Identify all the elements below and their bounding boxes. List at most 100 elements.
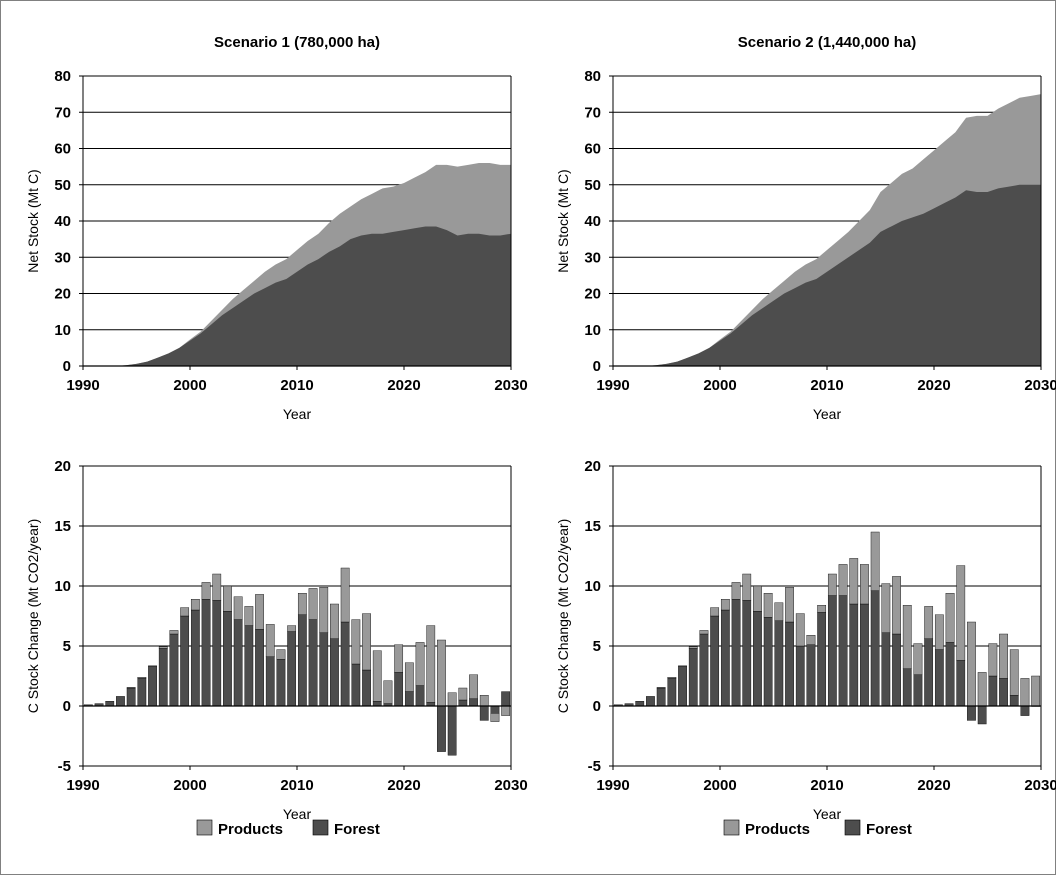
y-tick-label: 40 [54,213,71,230]
x-tick-label: 2020 [917,377,950,394]
bar-forest [1020,705,1030,716]
bar-forest [330,638,339,707]
bar-forest [105,701,115,707]
bar-forest [319,632,329,707]
legend-swatch-products [196,819,213,836]
chart-1: Scenario 1 (780,000 ha)01020304050607080… [25,34,528,422]
bar-forest [244,625,254,707]
bar-products [956,565,966,661]
bar-forest [180,615,190,707]
bar-forest [201,599,211,707]
bar-forest [731,599,741,707]
y-axis-label: Net Stock (Mt C) [25,169,41,272]
bar-forest [490,705,500,714]
bar-products [1009,649,1019,696]
x-tick-label: 2020 [387,777,420,794]
bar-forest [148,666,157,707]
y-tick-label: 0 [593,358,601,375]
y-tick-label: 80 [54,68,71,85]
y-tick-label: 70 [584,104,601,121]
x-tick-label: 1990 [596,377,629,394]
bar-forest [785,621,794,707]
y-tick-label: 30 [54,249,71,266]
legend-right: Products Forest [723,819,912,838]
bar-forest [437,705,446,752]
x-tick-label: 2010 [280,377,313,394]
y-tick-label: 60 [584,141,601,158]
bar-products [731,582,741,600]
bar-products [988,643,998,677]
y-tick-label: 15 [584,518,601,535]
y-tick-label: -5 [588,758,601,775]
bar-forest [340,621,350,707]
bar-products [967,621,976,707]
bar-products [795,613,805,647]
bar-forest [999,678,1008,707]
bar-products [817,605,827,613]
bar-products [394,644,404,673]
legend-swatch-forest [312,819,329,836]
bar-products [827,573,837,596]
x-tick-label: 2010 [810,377,843,394]
bar-products [838,564,848,596]
bar-forest [656,687,666,707]
bar-products [774,602,784,621]
y-tick-label: 5 [63,638,71,655]
bar-products [490,713,500,722]
bar-forest [351,663,361,707]
bar-forest [699,633,709,707]
bar-forest [297,614,307,707]
bar-products [870,531,880,591]
bar-products [742,573,752,601]
bar-products [678,665,687,667]
bar-products [404,662,414,692]
bar-forest [169,633,179,707]
y-tick-label: 50 [584,177,601,194]
y-tick-label: 80 [584,68,601,85]
bar-products [330,603,339,639]
y-tick-label: 30 [584,249,601,266]
bar-forest [394,672,404,707]
bar-forest [116,696,125,707]
y-tick-label: 10 [584,578,601,595]
bar-products [148,665,157,667]
x-tick-label: 2020 [917,777,950,794]
bar-products [287,625,297,632]
bar-forest [137,678,147,707]
x-tick-label: 2030 [1024,377,1056,394]
x-tick-label: 2000 [703,777,736,794]
bar-forest [158,648,168,707]
bar-products [426,625,436,703]
bar-products [913,643,923,675]
x-axis-label: Year [283,406,312,422]
bar-products [667,677,677,679]
bar-products [945,593,955,643]
bar-forest [415,685,425,707]
bar-products [763,593,773,618]
y-tick-label: 0 [593,698,601,715]
bar-forest [276,659,286,707]
y-tick-label: 5 [593,638,601,655]
y-tick-label: 10 [54,322,71,339]
legend-label-products: Products [218,821,283,838]
bar-products [201,582,211,600]
bar-products [383,680,393,704]
bar-products [924,606,934,640]
bar-forest [967,705,976,721]
bar-products [479,695,489,707]
bar-forest [720,609,730,707]
bar-forest [223,611,232,707]
bar-products [233,596,243,620]
legend-label-forest: Forest [334,821,380,838]
bar-products [999,633,1008,679]
bar-products [785,587,794,623]
bar-products [902,605,912,670]
bar-forest [255,629,264,707]
legend-swatch-forest [844,819,861,836]
bar-forest [635,701,645,707]
bar-forest [126,687,136,707]
y-tick-label: 10 [54,578,71,595]
bar-forest [287,631,297,707]
